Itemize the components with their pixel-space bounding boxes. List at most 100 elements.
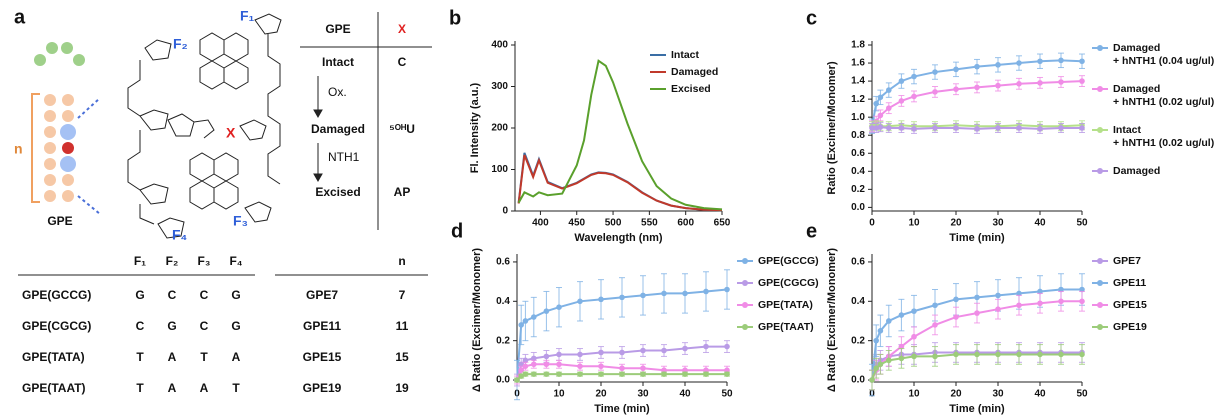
x-tick-label: 0	[869, 218, 875, 229]
table-cell: 7	[399, 288, 406, 302]
legend-marker	[1097, 258, 1103, 264]
legend-marker	[1097, 86, 1103, 92]
y-tick-label: 0.6	[851, 148, 865, 159]
data-line	[517, 152, 723, 212]
legend-label: GPE7	[1113, 255, 1141, 267]
data-point	[1079, 298, 1085, 305]
legend-label: Damaged + hNTH1 (0.02 ug/ul)	[1113, 83, 1214, 108]
data-point	[1037, 80, 1043, 86]
data-point	[640, 365, 646, 372]
data-point	[518, 322, 524, 328]
data-point	[1016, 290, 1022, 297]
data-point	[911, 73, 917, 80]
y-tick-label: 0.2	[851, 184, 865, 195]
y-axis-label: Fl. Intensity (a.u.)	[469, 82, 481, 173]
legend-marker	[1097, 324, 1103, 330]
data-point	[522, 363, 529, 370]
x-tick-label: 400	[532, 218, 549, 229]
data-point	[1058, 79, 1064, 85]
data-point	[953, 296, 959, 303]
data-point	[724, 371, 730, 377]
data-point	[531, 314, 537, 320]
data-point	[577, 298, 583, 305]
data-point	[974, 351, 980, 358]
data-point	[682, 345, 688, 352]
x-tick-label: 20	[950, 218, 962, 229]
data-point	[514, 377, 520, 383]
table-cell: T	[136, 381, 144, 395]
panel-label: a	[14, 6, 26, 28]
data-point	[1016, 60, 1022, 66]
data-point	[995, 82, 1001, 89]
legend-marker	[742, 302, 748, 308]
data-point	[577, 371, 583, 377]
data-point	[543, 353, 550, 360]
x-tick-label: 50	[721, 389, 733, 400]
table-cell: A	[232, 350, 241, 364]
legend-marker	[742, 324, 748, 330]
table-row-label: GPE19	[303, 381, 342, 395]
data-point	[1079, 58, 1085, 65]
data-point	[661, 290, 667, 297]
schematic-label: GPE	[47, 214, 72, 228]
y-axis-label: Δ Ratio (Excimer/Monomer)	[826, 248, 838, 393]
y-tick-label: 0.4	[851, 296, 865, 307]
table-row-label: GPE(CGCG)	[22, 319, 91, 333]
data-point	[932, 125, 938, 131]
data-point	[886, 125, 892, 131]
data-point	[953, 351, 959, 358]
data-point	[877, 124, 884, 130]
x-tick-label: 30	[637, 389, 649, 400]
legend-marker	[1097, 280, 1103, 286]
table-row-label: GPE7	[306, 288, 338, 302]
table-cell: G	[231, 288, 240, 302]
y-tick-label: 0.8	[851, 130, 865, 141]
data-point	[911, 126, 917, 132]
table-header: GPE	[325, 22, 350, 36]
y-tick-label: 0.2	[851, 335, 865, 346]
legend-label: Damaged	[671, 66, 718, 78]
table-cell: A	[168, 381, 177, 395]
legend-label: GPE15	[1113, 299, 1147, 311]
strand-label: F₁	[240, 8, 255, 24]
table-cell: AP	[394, 185, 411, 199]
y-tick-label: 1.8	[851, 40, 865, 51]
data-point	[877, 361, 884, 368]
y-tick-label: 0.2	[496, 335, 510, 346]
table-row-label: GPE(TAAT)	[22, 381, 86, 395]
data-point	[1016, 351, 1022, 358]
data-point	[898, 355, 905, 362]
y-tick-label: 100	[491, 164, 508, 175]
y-tick-label: 1.6	[851, 58, 865, 69]
y-tick-label: 0.0	[496, 375, 510, 386]
data-point	[932, 69, 938, 75]
legend-label: GPE11	[1113, 277, 1146, 289]
data-point	[877, 328, 884, 334]
data-point	[873, 365, 879, 372]
x-tick-label: 40	[1034, 218, 1046, 229]
y-tick-label: 0.4	[496, 296, 510, 307]
gpe-schematic	[31, 42, 101, 215]
x-tick-label: 450	[568, 218, 585, 229]
data-point	[1079, 351, 1085, 358]
data-point	[1037, 351, 1043, 358]
x-tick-label: 10	[908, 218, 920, 229]
data-point	[932, 322, 938, 328]
x-axis-label: Time (min)	[594, 403, 650, 415]
table-header: F₃	[198, 254, 211, 268]
x-tick-label: 20	[950, 389, 962, 400]
legend-label: Excised	[671, 83, 711, 95]
table-cell: A	[200, 381, 209, 395]
data-point	[1079, 286, 1085, 293]
x-tick-label: 40	[1034, 389, 1046, 400]
x-tick-label: 10	[908, 389, 920, 400]
data-point	[556, 351, 562, 358]
data-point	[974, 84, 980, 91]
data-point	[1037, 58, 1043, 65]
table-header: F₄	[229, 254, 242, 268]
data-point	[869, 125, 875, 131]
step-label: Ox.	[328, 85, 347, 99]
data-point	[703, 367, 709, 373]
data-point	[724, 343, 730, 350]
